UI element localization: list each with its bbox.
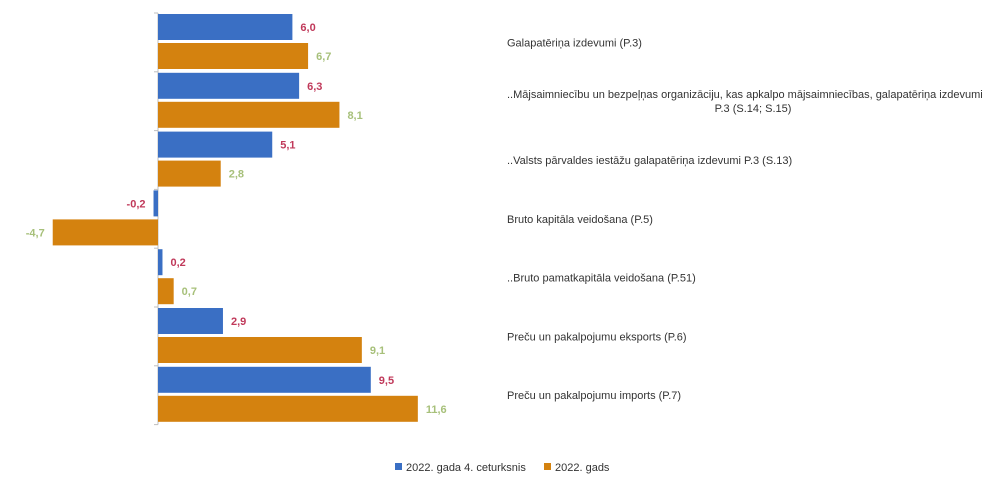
category-label: ..Valsts pārvaldes iestāžu galapatēriņa … xyxy=(507,155,792,167)
value-label: -0,2 xyxy=(127,198,146,210)
chart-bars xyxy=(52,14,418,422)
category-label-line-1: ..Mājsaimniecību un bezpeļņas organizāci… xyxy=(507,89,983,101)
chart-category-labels: Galapatēriņa izdevumi (P.3) ..Mājsaimniec… xyxy=(507,37,983,402)
category-label: Preču un pakalpojumu eksports (P.6) xyxy=(507,331,687,343)
value-label: 6,3 xyxy=(307,81,322,93)
bar-year-1 xyxy=(158,43,309,69)
value-label: 2,8 xyxy=(229,169,244,181)
value-label: 8,1 xyxy=(347,110,362,122)
bar-year-7 xyxy=(158,395,418,422)
bar-year-6 xyxy=(158,337,362,363)
chart-axes xyxy=(154,12,159,426)
legend-label-2: 2022. gads xyxy=(555,462,610,474)
value-label: 6,0 xyxy=(300,22,315,34)
bar-quarter-3 xyxy=(158,131,273,158)
bar-year-4 xyxy=(52,219,158,246)
category-label: Galapatēriņa izdevumi (P.3) xyxy=(507,37,642,49)
bar-quarter-4 xyxy=(153,190,158,217)
category-label: Bruto kapitāla veidošana (P.5) xyxy=(507,214,653,226)
bar-quarter-1 xyxy=(158,14,293,40)
value-label: 0,2 xyxy=(170,257,185,269)
value-label: 9,1 xyxy=(370,345,385,357)
bar-quarter-5 xyxy=(158,249,163,276)
bar-year-2 xyxy=(158,101,340,128)
category-label: ..Bruto pamatkapitāla veidošana (P.51) xyxy=(507,273,696,285)
value-label: 0,7 xyxy=(182,286,197,298)
legend-swatch-1 xyxy=(395,463,402,470)
legend-label-1: 2022. gada 4. ceturksnis xyxy=(406,462,526,474)
bar-year-5 xyxy=(158,278,174,305)
chart-legend: 2022. gada 4. ceturksnis 2022. gads xyxy=(395,462,610,474)
value-label: 5,1 xyxy=(280,140,295,152)
bar-quarter-7 xyxy=(158,366,371,393)
bar-quarter-2 xyxy=(158,72,300,99)
value-label: 2,9 xyxy=(231,316,246,328)
value-label: 11,6 xyxy=(426,404,447,416)
bar-quarter-6 xyxy=(158,308,223,334)
category-label: Preču un pakalpojumu imports (P.7) xyxy=(507,390,681,402)
value-label: -4,7 xyxy=(26,227,45,239)
category-label-line-2: P.3 (S.14; S.15) xyxy=(715,103,792,115)
chart-value-labels: 6,0 6,7 6,3 8,1 5,1 2,8 -0,2 -4,7 0,2 0,7 2,9 9,1 9,… xyxy=(26,22,447,416)
legend-swatch-2 xyxy=(544,463,551,470)
bar-year-3 xyxy=(158,160,221,187)
value-label: 6,7 xyxy=(316,51,331,63)
value-label: 9,5 xyxy=(379,375,394,387)
